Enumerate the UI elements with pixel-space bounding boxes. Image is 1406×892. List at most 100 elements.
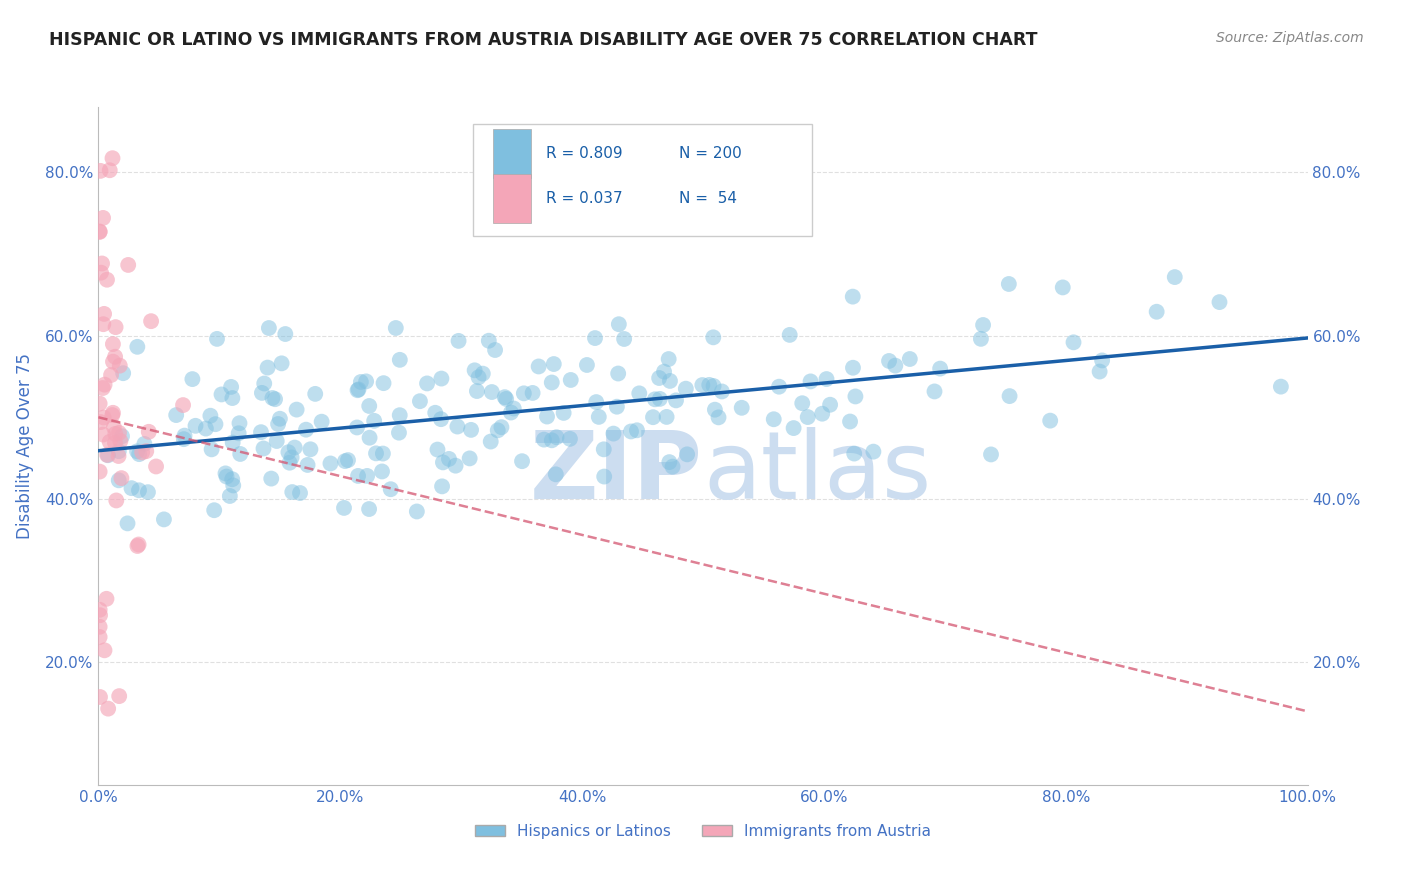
Point (204, 417, 226, 432)
Point (430, 479, 453, 493)
FancyBboxPatch shape (474, 124, 811, 235)
Point (278, 456, 301, 470)
Point (648, 392, 671, 406)
Point (267, 417, 290, 431)
Point (510, 454, 533, 468)
Point (1270, 379, 1292, 393)
Point (779, 327, 801, 342)
Point (842, 290, 865, 304)
Point (89, 224, 111, 238)
Point (359, 399, 381, 413)
Point (228, 426, 250, 441)
Point (607, 317, 630, 331)
Point (89, 630, 111, 644)
Point (107, 473, 129, 487)
Point (262, 391, 284, 405)
Point (346, 383, 368, 397)
Legend: Hispanics or Latinos, Immigrants from Austria: Hispanics or Latinos, Immigrants from Au… (468, 818, 938, 845)
Point (502, 401, 524, 416)
Point (104, 436, 127, 450)
Point (111, 429, 134, 443)
Point (97, 448, 120, 462)
Point (89, 465, 111, 479)
Point (127, 340, 149, 354)
Point (97, 701, 120, 715)
Point (364, 446, 387, 460)
Point (385, 321, 408, 335)
Point (205, 332, 228, 346)
Text: ZIP: ZIP (530, 427, 703, 519)
Point (606, 400, 628, 414)
Point (815, 372, 838, 386)
Point (110, 434, 132, 448)
Point (388, 352, 411, 367)
Point (1052, 280, 1074, 294)
Point (676, 447, 699, 461)
Point (540, 434, 562, 448)
Point (96, 591, 118, 606)
Point (202, 503, 225, 517)
Point (703, 379, 725, 393)
Point (359, 431, 381, 445)
Point (270, 356, 292, 370)
Point (253, 376, 276, 391)
Point (675, 382, 697, 396)
Point (128, 447, 150, 461)
Point (89, 608, 111, 623)
Point (818, 398, 841, 412)
Point (800, 375, 823, 389)
Point (108, 689, 131, 703)
Point (405, 504, 427, 518)
Point (585, 395, 607, 409)
Point (641, 410, 664, 425)
Point (121, 481, 143, 495)
Point (1063, 335, 1085, 350)
Point (201, 442, 224, 457)
Point (117, 516, 139, 531)
Point (356, 469, 378, 483)
Point (136, 485, 159, 500)
Point (252, 442, 274, 456)
Point (444, 458, 467, 473)
Point (762, 412, 785, 426)
Point (811, 407, 834, 421)
Point (98, 434, 121, 449)
Point (101, 408, 124, 422)
Text: R = 0.037: R = 0.037 (546, 191, 623, 206)
Point (1164, 270, 1187, 285)
Point (91, 317, 114, 331)
Point (602, 426, 624, 441)
Point (430, 371, 453, 385)
Point (100, 368, 122, 382)
Point (481, 384, 503, 399)
Point (626, 423, 648, 437)
Point (284, 441, 307, 455)
Point (499, 405, 522, 419)
Point (659, 374, 682, 388)
Point (257, 321, 280, 335)
Y-axis label: Disability Age Over 75: Disability Age Over 75 (15, 353, 34, 539)
Text: HISPANIC OR LATINO VS IMMIGRANTS FROM AUSTRIA DISABILITY AGE OVER 75 CORRELATION: HISPANIC OR LATINO VS IMMIGRANTS FROM AU… (49, 31, 1038, 49)
Point (347, 469, 370, 483)
Point (1088, 365, 1111, 379)
Point (103, 420, 125, 434)
Point (491, 420, 513, 434)
Point (172, 398, 194, 412)
Point (648, 371, 671, 385)
Point (862, 444, 884, 458)
Point (337, 453, 360, 467)
Point (173, 432, 195, 446)
Point (91, 256, 114, 270)
Point (1091, 353, 1114, 368)
Point (256, 360, 278, 375)
Point (495, 392, 517, 406)
Point (703, 402, 725, 417)
Point (652, 365, 675, 379)
Point (297, 458, 319, 472)
Point (89, 225, 111, 239)
Text: Source: ZipAtlas.com: Source: ZipAtlas.com (1216, 31, 1364, 45)
Point (588, 409, 610, 424)
Point (145, 459, 167, 474)
Point (228, 416, 250, 430)
Point (792, 396, 814, 410)
